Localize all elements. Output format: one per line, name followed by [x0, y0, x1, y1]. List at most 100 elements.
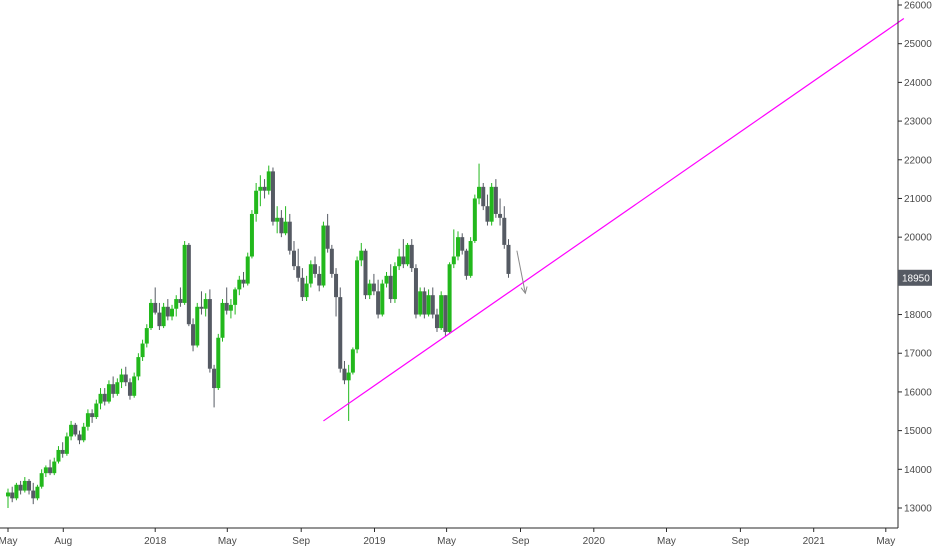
candle: [39, 469, 44, 489]
candle: [98, 388, 103, 410]
candle-body: [472, 198, 477, 242]
candle: [296, 248, 301, 282]
candle-body: [39, 473, 44, 487]
candle-body: [182, 244, 187, 303]
candle: [174, 295, 179, 317]
candle-body: [334, 273, 339, 298]
x-tick-label: May: [657, 536, 676, 547]
candle-body: [161, 306, 166, 327]
candle-body: [258, 186, 263, 191]
candle-body: [52, 461, 57, 474]
candle: [409, 239, 414, 272]
candle-body: [77, 434, 82, 441]
y-tick-label: 23000: [904, 117, 932, 128]
candle: [418, 287, 423, 317]
candle: [111, 376, 116, 398]
y-tick-label: 26000: [904, 1, 932, 12]
candle-body: [153, 302, 158, 313]
candle: [367, 279, 372, 300]
candle-body: [270, 171, 275, 222]
candle: [456, 231, 461, 261]
candle-body: [380, 283, 385, 315]
candle: [228, 299, 233, 319]
candle-body: [371, 283, 376, 292]
candle: [77, 430, 82, 445]
candle: [132, 372, 137, 398]
candle-body: [10, 492, 15, 499]
candle-body: [102, 393, 107, 402]
candle: [384, 271, 389, 288]
candle-body: [48, 467, 53, 474]
candle: [220, 299, 225, 342]
candle: [430, 287, 435, 319]
candle: [283, 206, 288, 236]
candle-body: [186, 244, 191, 325]
candle: [329, 244, 334, 278]
x-tick-label: 2019: [363, 536, 386, 547]
candle-body: [266, 171, 271, 191]
candle-body: [338, 297, 343, 369]
candle-body: [275, 217, 280, 222]
candle: [401, 239, 406, 269]
candle: [106, 380, 111, 404]
candle-body: [254, 190, 259, 214]
candle-body: [228, 304, 233, 311]
candle: [153, 287, 158, 315]
candle: [18, 480, 23, 495]
candle: [241, 271, 246, 288]
candle-body: [35, 486, 40, 499]
candle: [439, 291, 444, 331]
candle-body: [174, 299, 179, 309]
candle: [127, 378, 132, 400]
candle: [468, 237, 473, 278]
candle-body: [69, 424, 74, 437]
candle-body: [430, 295, 435, 315]
candle: [216, 333, 221, 390]
candle: [447, 262, 452, 334]
candle: [14, 482, 19, 501]
candle: [207, 289, 212, 373]
x-tick-label: Sep: [292, 536, 310, 547]
candle: [392, 262, 397, 303]
trendline[interactable]: [323, 18, 905, 422]
candle: [498, 198, 503, 226]
arrow-line[interactable]: [516, 250, 526, 294]
candle-body: [136, 357, 141, 377]
candle: [481, 182, 486, 211]
candle: [388, 264, 393, 303]
candle: [325, 213, 330, 253]
candle: [334, 268, 339, 317]
candle: [31, 482, 36, 505]
candle-body: [233, 289, 238, 305]
candle-body: [85, 413, 90, 427]
candle: [148, 299, 153, 331]
candle: [203, 293, 208, 317]
candle-body: [191, 324, 196, 346]
candle: [199, 291, 204, 315]
candle: [191, 318, 196, 352]
candle-body: [132, 376, 137, 396]
candle-body: [241, 279, 246, 284]
candle: [422, 287, 427, 319]
candle: [90, 409, 95, 423]
overlays-layer: [323, 18, 905, 422]
candle: [182, 241, 187, 305]
candle-body: [90, 413, 95, 418]
candle-body: [418, 291, 423, 315]
candle-body: [498, 213, 503, 218]
candle-body: [207, 299, 212, 369]
candle: [304, 275, 309, 301]
x-tick-label: May: [218, 536, 237, 547]
candle: [300, 268, 305, 301]
candle-body: [304, 283, 309, 298]
candle-body: [262, 186, 267, 191]
y-tick-label: 25000: [904, 39, 932, 50]
candle: [64, 432, 69, 456]
candle: [43, 465, 48, 478]
candle-body: [148, 302, 153, 329]
candle-body: [106, 384, 111, 402]
x-tick-label: 2021: [803, 536, 826, 547]
candle: [170, 304, 175, 321]
candle-body: [291, 250, 296, 267]
